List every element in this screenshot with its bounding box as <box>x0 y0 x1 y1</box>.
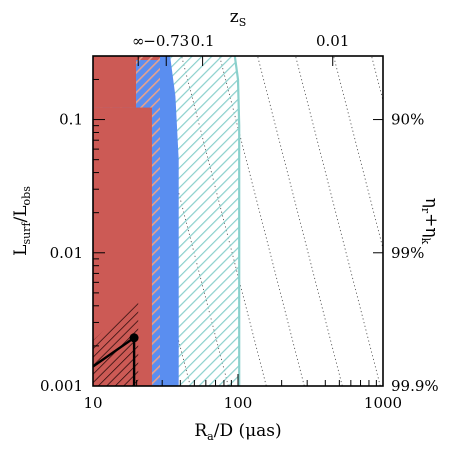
x-tick-label: 10 <box>83 394 102 412</box>
top-axis-ticks: ∞−0.73 0.1 0.01 <box>132 32 349 66</box>
x-tick-label: 100 <box>224 394 253 412</box>
y-tick-label: 0.01 <box>50 244 83 262</box>
x-tick-label: 1000 <box>364 394 402 412</box>
right-axis-ticks: 90% 99% 99.9% <box>373 111 439 395</box>
dotted-guide-line <box>295 56 381 386</box>
top-tick-label: 0.01 <box>316 32 349 50</box>
teal-region-edge <box>233 56 241 386</box>
right-axis-title: ηr+ηk <box>419 198 441 245</box>
right-tick-label: 99% <box>391 244 424 262</box>
y-axis-ticks: 0.001 0.01 0.1 <box>40 55 105 395</box>
plot-area <box>93 46 450 416</box>
red-region-upper <box>93 56 137 108</box>
right-tick-label: 90% <box>391 111 424 129</box>
y-tick-label: 0.1 <box>59 111 83 129</box>
x-axis-title: Ra/D (μas) <box>194 421 281 443</box>
x-axis-ticks: 10 100 1000 <box>83 374 402 412</box>
black-curve-layer <box>93 333 139 386</box>
dotted-guide-line <box>219 56 305 386</box>
black-point <box>129 333 139 343</box>
y-tick-label: 0.001 <box>40 377 83 395</box>
top-axis-title: zS <box>230 7 247 29</box>
right-tick-label: 99.9% <box>391 377 439 395</box>
top-tick-label: ∞ <box>132 32 145 50</box>
dark-hatched-region <box>93 299 139 386</box>
dotted-guide-line <box>257 56 343 386</box>
y-axis-title: Lsurf/Lobs <box>11 186 33 256</box>
shaded-regions <box>93 56 241 386</box>
top-tick-label: 0.1 <box>191 32 215 50</box>
dotted-guide-line <box>333 56 383 251</box>
dotted-guide-line <box>445 46 450 416</box>
top-tick-label: −0.73 <box>143 32 189 50</box>
